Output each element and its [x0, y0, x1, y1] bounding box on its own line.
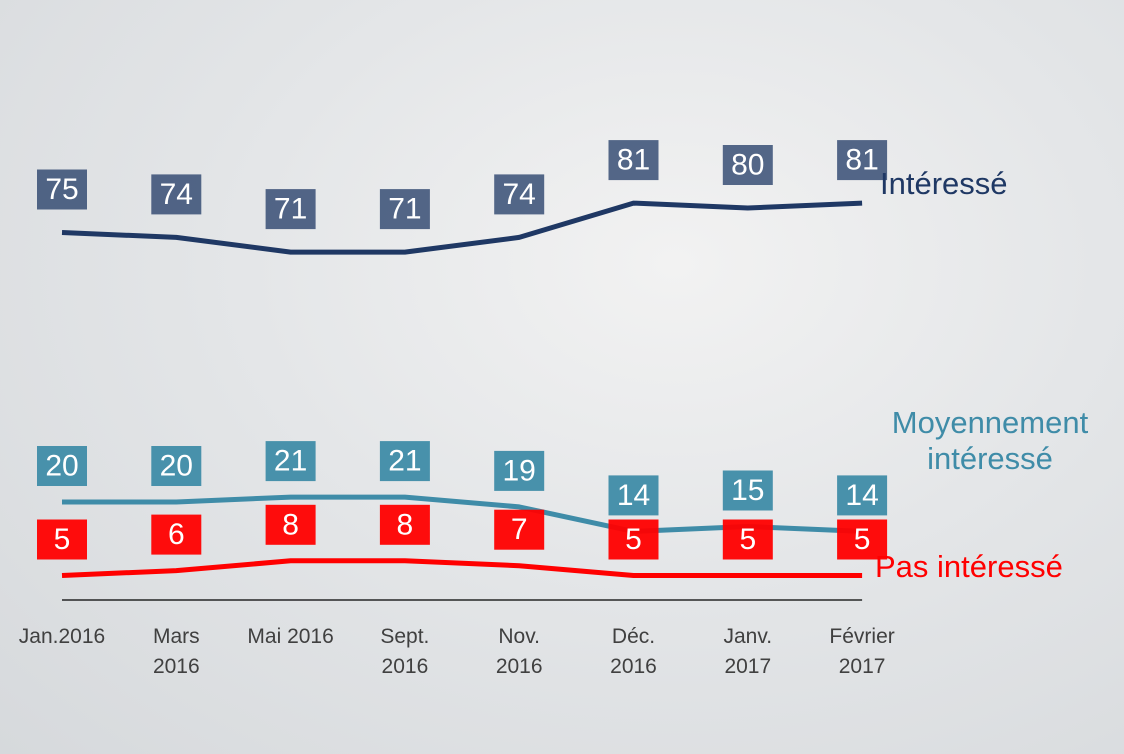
x-tick-label: Sept. 2016 — [345, 622, 465, 682]
value-label: 5 — [854, 523, 871, 556]
series-name: Moyennement intéressé — [865, 405, 1115, 477]
value-label: 5 — [739, 523, 756, 556]
value-label: 21 — [388, 445, 421, 478]
value-label: 74 — [160, 178, 193, 211]
value-label: 5 — [625, 523, 642, 556]
value-label: 6 — [168, 518, 185, 551]
value-label: 71 — [388, 193, 421, 226]
x-tick-label: Mai 2016 — [231, 622, 351, 652]
x-tick-label: Déc. 2016 — [574, 622, 694, 682]
value-label: 5 — [54, 523, 71, 556]
x-tick-label: Jan.2016 — [2, 622, 122, 652]
series-name: Pas intéressé — [875, 549, 1124, 585]
series-line — [62, 561, 862, 576]
slide: 7574717174818081202021211914151456887555… — [0, 0, 1124, 754]
value-label: 21 — [274, 445, 307, 478]
x-tick-label: Février 2017 — [802, 622, 922, 682]
value-label: 14 — [845, 479, 878, 512]
value-label: 8 — [397, 508, 414, 541]
x-tick-label: Nov. 2016 — [459, 622, 579, 682]
value-label: 75 — [45, 173, 78, 206]
value-label: 81 — [845, 144, 878, 177]
value-label: 19 — [503, 454, 536, 487]
value-label: 8 — [282, 508, 299, 541]
x-tick-label: Janv. 2017 — [688, 622, 808, 682]
value-label: 20 — [160, 450, 193, 483]
value-label: 81 — [617, 144, 650, 177]
value-label: 71 — [274, 193, 307, 226]
series-name: Intéressé — [880, 166, 1124, 202]
value-label: 15 — [731, 474, 764, 507]
value-label: 74 — [503, 178, 536, 211]
value-label: 14 — [617, 479, 650, 512]
value-label: 20 — [45, 450, 78, 483]
x-tick-label: Mars 2016 — [116, 622, 236, 682]
value-label: 80 — [731, 149, 764, 182]
value-label: 7 — [511, 513, 528, 546]
